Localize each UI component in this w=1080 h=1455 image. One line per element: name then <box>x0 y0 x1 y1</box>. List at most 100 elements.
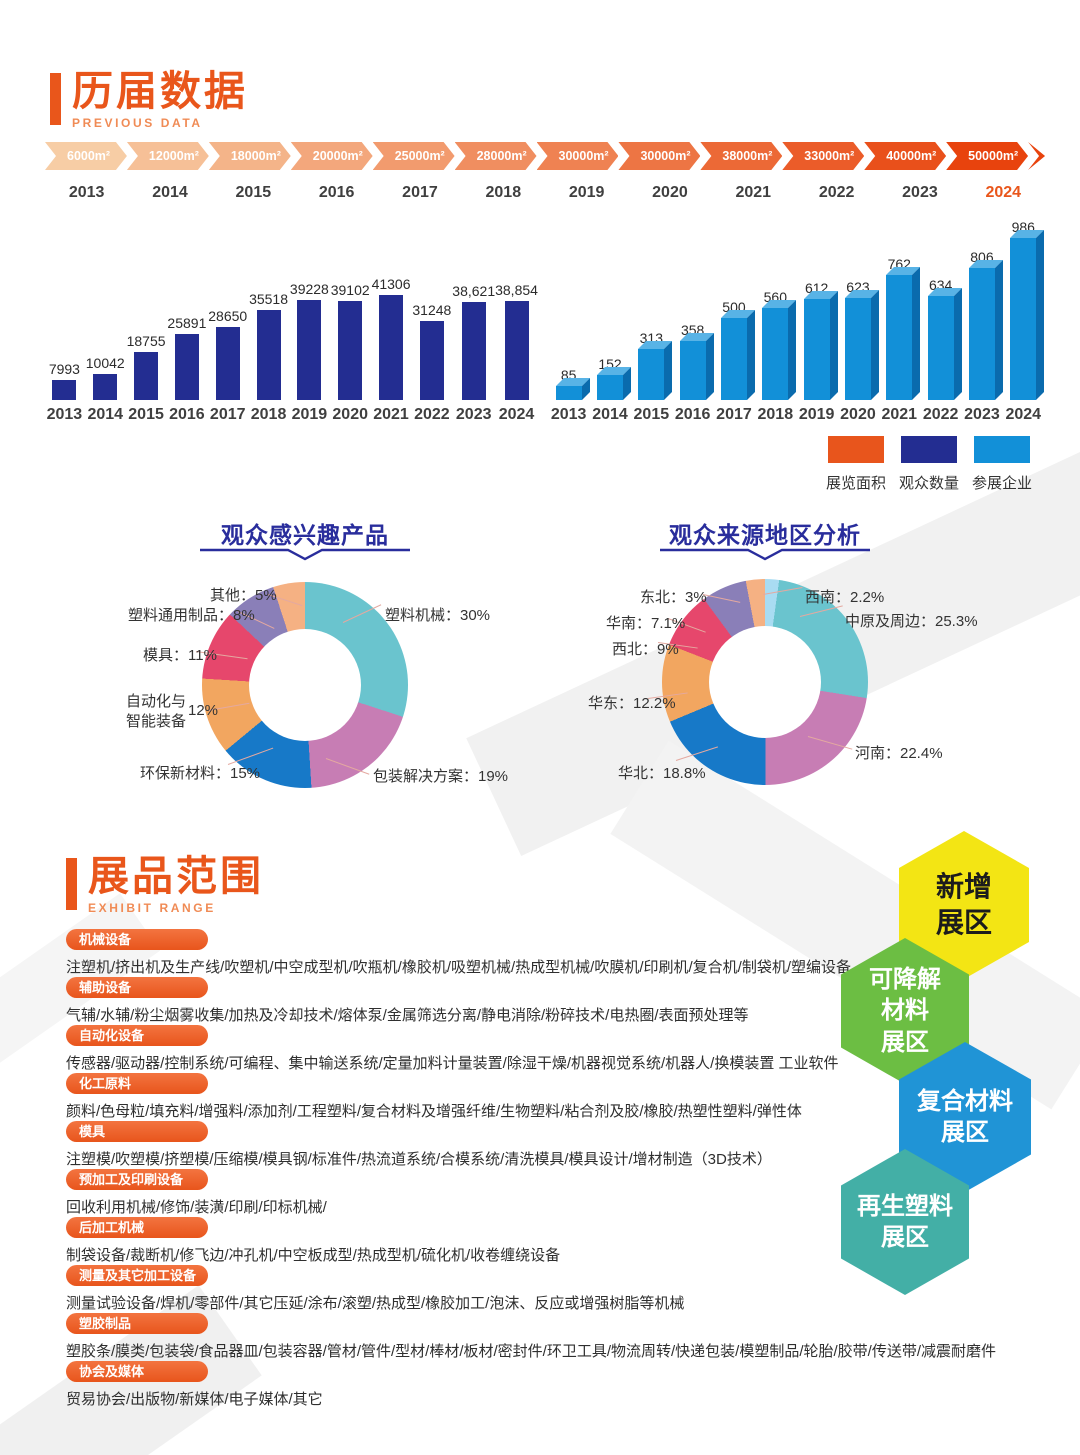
bar-year-label: 2014 <box>592 406 628 423</box>
bar-column: 634 2022 <box>920 215 961 424</box>
bar-year-label: 2020 <box>332 406 368 423</box>
bar-column: 39228 2019 <box>289 240 330 424</box>
area-timeline: 6000m² 12000m² 18000m² 20000m² 25000m² 28000m… <box>45 142 1046 170</box>
bar <box>504 301 529 400</box>
header-accent-bar <box>66 858 77 910</box>
category-pill: 机械设备 <box>66 929 208 950</box>
timeline-year-label: 2020 <box>652 184 688 201</box>
bar-column: 10042 2014 <box>85 240 126 424</box>
bar-year-label: 2015 <box>128 406 164 423</box>
timeline-year-label: 2024 <box>985 184 1022 201</box>
bar-value-label: 39228 <box>289 281 329 297</box>
bar-year-label: 2021 <box>881 406 918 423</box>
timeline-area-label: 50000m² <box>968 149 1019 163</box>
timeline-segment: 30000m² <box>537 142 619 170</box>
bar-column: 38,854 2024 <box>495 240 538 424</box>
legend-item: 观众数量 <box>899 436 959 493</box>
donut2-label-east-china: 华东：12.2% <box>588 695 676 712</box>
bar-year-label: 2016 <box>674 406 711 423</box>
timeline-area-label: 33000m² <box>804 149 855 163</box>
bar-column: 612 2019 <box>796 215 837 424</box>
donut2-label-south-china: 华南：7.1% <box>606 615 686 632</box>
bar-column: 31248 2022 <box>411 240 452 424</box>
bar <box>174 334 199 400</box>
section1-title: 历届数据 <box>72 68 248 114</box>
bar-column: 623 2020 <box>837 215 878 424</box>
bar-year-label: 2022 <box>922 406 959 423</box>
bar-year-label: 2014 <box>87 406 124 423</box>
bar-column: 41306 2021 <box>371 240 412 424</box>
bar <box>803 299 830 400</box>
bar-year-label: 2017 <box>716 406 752 423</box>
category-pill: 化工原料 <box>66 1073 208 1094</box>
bar-column: 358 2016 <box>672 215 713 424</box>
chart-legend: 展览面积 观众数量 参展企业 <box>826 436 1032 493</box>
bar-column: 152 2014 <box>589 215 630 424</box>
donut2-title: 观众来源地区分析 <box>669 522 861 548</box>
bar-column: 762 2021 <box>879 215 920 424</box>
bar-year-label: 2023 <box>455 406 492 423</box>
bar-column: 986 2024 <box>1003 215 1044 424</box>
category-pill: 模具 <box>66 1121 208 1142</box>
donut1-label-general-products: 塑料通用制品：8% <box>128 607 255 624</box>
zone-hexagon-badge: 再生塑料 展区 <box>841 1149 969 1295</box>
donut1-label-automation-pct: 12% <box>188 702 219 719</box>
title-underline <box>660 548 870 561</box>
timeline-area-label: 12000m² <box>148 149 199 163</box>
legend-swatch <box>974 436 1031 463</box>
category-pill: 测量及其它加工设备 <box>66 1265 208 1286</box>
interest-donut-panel: 观众感兴趣产品 其他：5% 塑料通用制品：8% 模具：11% 自动化与 智能装备… <box>60 510 550 810</box>
timeline-segment: 20000m² <box>291 142 373 170</box>
timeline-segment: 18000m² <box>209 142 291 170</box>
timeline-area-label: 40000m² <box>886 149 937 163</box>
bar-column: 806 2023 <box>961 215 1002 424</box>
timeline-segment: 28000m² <box>455 142 537 170</box>
category-items: 回收利用机械/修饰/装潢/印刷/印标机械/ <box>66 1199 327 1216</box>
bar-column: 18755 2015 <box>126 240 167 424</box>
bar <box>52 380 77 400</box>
region-donut-chart <box>662 579 868 785</box>
bar-value-label: 28650 <box>208 308 248 324</box>
category-pill: 协会及媒体 <box>66 1361 208 1382</box>
bar-column: 39102 2020 <box>330 240 371 424</box>
bar <box>1010 238 1037 400</box>
category-pill: 后加工机械 <box>66 1217 208 1238</box>
category-items: 气辅/水辅/粉尘烟雾收集/加热及冷却技术/熔体泵/金属筛选分离/静电消除/粉碎技… <box>66 1007 749 1024</box>
timeline-segment: 40000m² <box>864 142 946 170</box>
category-items: 颜料/色母粒/填充料/增强料/添加剂/工程塑料/复合材料及增强纤维/生物塑料/粘… <box>66 1103 802 1120</box>
timeline-segment: 50000m² <box>946 142 1028 170</box>
donut1-label-packaging: 包装解决方案：19% <box>373 768 509 785</box>
bar-year-label: 2013 <box>46 406 83 423</box>
section1-subtitle: PREVIOUS DATA <box>72 116 203 131</box>
bar-year-label: 2019 <box>798 406 835 423</box>
bar <box>762 308 789 400</box>
bar-year-label: 2017 <box>209 406 246 423</box>
legend-item: 参展企业 <box>972 436 1032 493</box>
bar-year-label: 2018 <box>757 406 794 423</box>
category-items: 测量试验设备/焊机/零部件/其它压延/涂布/滚塑/热成型/橡胶加工/泡沫、反应或… <box>66 1295 685 1312</box>
timeline-year-label: 2019 <box>568 184 605 201</box>
category-items: 塑胶条/膜类/包装袋/食品器皿/包装容器/管材/管件/型材/棒材/板材/密封件/… <box>66 1343 997 1360</box>
donut1-label-eco-materials: 环保新材料：15% <box>140 765 261 782</box>
bar-year-label: 2020 <box>840 406 876 423</box>
bar <box>215 327 240 400</box>
timeline-year-label: 2015 <box>235 184 272 201</box>
timeline-area-label: 38000m² <box>722 149 773 163</box>
bar-column: 38,621 2023 <box>452 240 495 424</box>
bar-value-label: 39102 <box>330 282 370 298</box>
timeline-area-label: 18000m² <box>230 149 281 163</box>
bar <box>256 310 281 400</box>
donut1-title: 观众感兴趣产品 <box>221 522 389 548</box>
bar-year-label: 2021 <box>373 406 409 423</box>
bar <box>297 300 322 400</box>
bar <box>844 298 871 400</box>
title-underline <box>200 548 410 561</box>
donut1-label-mould: 模具：11% <box>143 647 217 664</box>
legend-label: 参展企业 <box>972 475 1033 492</box>
timeline-segment: 38000m² <box>700 142 782 170</box>
bar <box>338 301 363 400</box>
donut1-label-other: 其他：5% <box>210 587 277 604</box>
timeline-year-label: 2014 <box>152 184 188 201</box>
timeline-segment: 33000m² <box>782 142 864 170</box>
